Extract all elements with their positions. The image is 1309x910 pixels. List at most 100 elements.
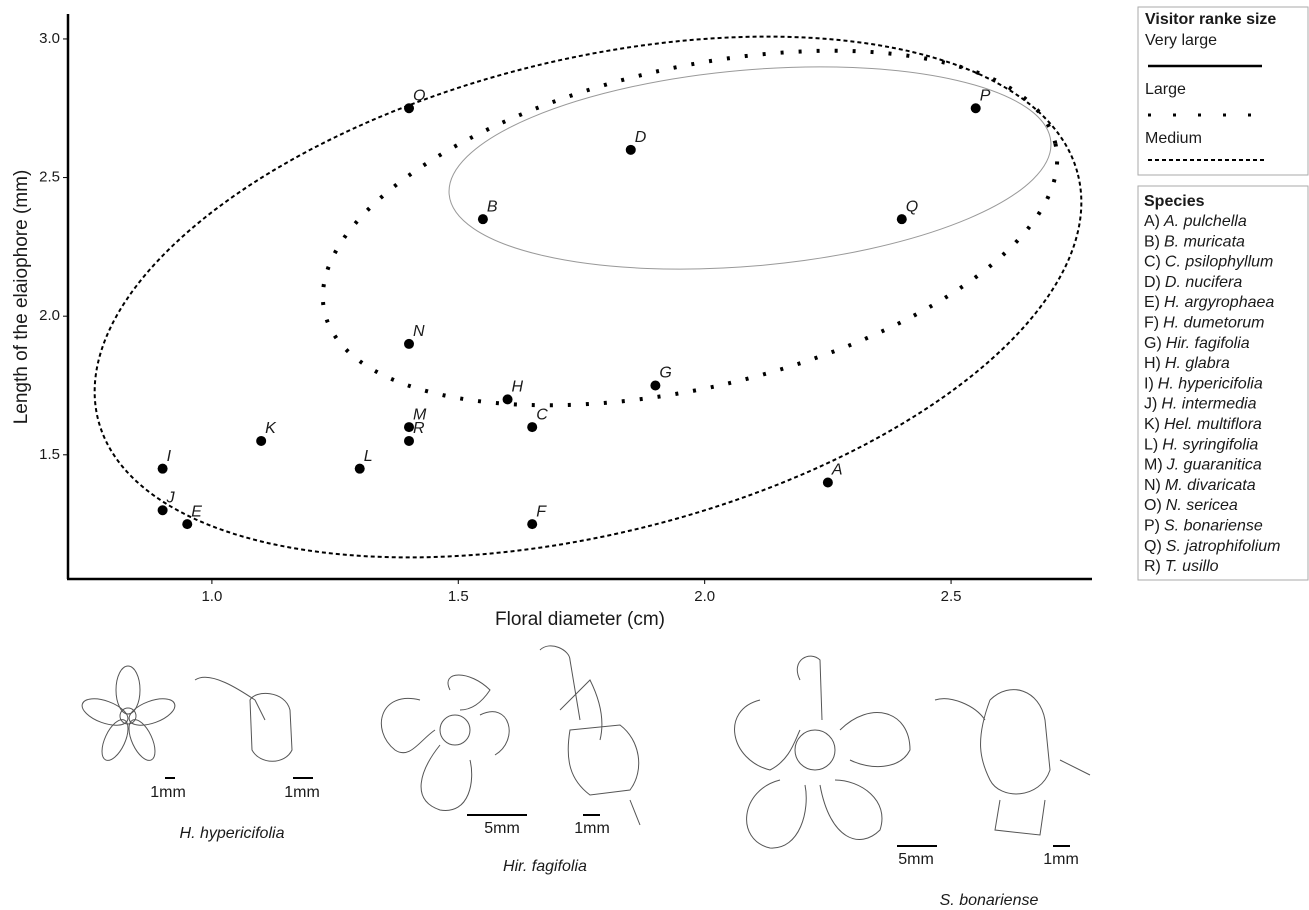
- y-tick-label: 2.0: [39, 307, 60, 324]
- species-name: H. argyrophaea: [1164, 294, 1274, 311]
- species-name: H. glabra: [1165, 355, 1230, 372]
- species-name: S. jatrophifolium: [1166, 538, 1281, 555]
- point: [158, 464, 168, 474]
- species-code: E): [1144, 294, 1160, 311]
- y-tick-label: 2.5: [39, 169, 60, 186]
- caption: H. hypericifolia: [180, 825, 285, 842]
- legend-label: Very large: [1145, 32, 1217, 49]
- legend-entry: E)H. argyrophaea: [1144, 294, 1274, 311]
- point: [404, 436, 414, 446]
- point: [404, 103, 414, 113]
- scale-label: 1mm: [150, 784, 186, 801]
- x-axis-label: Floral diameter (cm): [495, 609, 665, 630]
- legend-entry: N)M. divaricata: [1144, 477, 1256, 494]
- point-label: K: [265, 420, 277, 437]
- point: [527, 422, 537, 432]
- legend-entry: J)H. intermedia: [1144, 396, 1257, 413]
- species-code: R): [1144, 558, 1161, 575]
- x-tick-label: 2.5: [941, 588, 962, 605]
- point-label: H: [512, 379, 524, 396]
- scale-label: 5mm: [484, 820, 520, 837]
- x-tick-label: 1.0: [201, 588, 222, 605]
- point: [404, 339, 414, 349]
- legend-entry: A)A. pulchella: [1144, 213, 1247, 230]
- species-name: H. syringifolia: [1162, 437, 1258, 454]
- scale-label: 1mm: [284, 784, 320, 801]
- point: [626, 145, 636, 155]
- legend-entry: G)Hir. fagifolia: [1144, 335, 1250, 352]
- species-code: A): [1144, 213, 1160, 230]
- point-label: E: [191, 503, 202, 520]
- point-label: O: [413, 87, 425, 104]
- point: [355, 464, 365, 474]
- species-name: T. usillo: [1165, 558, 1219, 575]
- species-code: B): [1144, 234, 1160, 251]
- point-label: F: [536, 503, 547, 520]
- species-name: C. psilophyllum: [1165, 254, 1273, 271]
- point: [503, 394, 513, 404]
- species-name: M. divaricata: [1165, 477, 1256, 494]
- point-label: J: [166, 489, 176, 506]
- species-name: B. muricata: [1164, 234, 1245, 251]
- species-code: D): [1144, 274, 1161, 291]
- point: [971, 103, 981, 113]
- legend-entry: M)J. guaranitica: [1144, 457, 1262, 474]
- species-name: S. bonariense: [1164, 518, 1263, 535]
- y-axis-label: Length of the elaiophore (mm): [11, 170, 32, 425]
- point-label: C: [536, 406, 548, 423]
- point-label: N: [413, 323, 425, 340]
- legend-entry: B)B. muricata: [1144, 234, 1245, 251]
- y-tick-label: 3.0: [39, 30, 60, 47]
- species-code: P): [1144, 518, 1160, 535]
- figure: Floral diameter (cm) Length of the elaio…: [0, 0, 1309, 910]
- point-label: R: [413, 420, 425, 437]
- caption: S. bonariense: [940, 892, 1039, 909]
- x-tick-label: 1.5: [448, 588, 469, 605]
- legend-entry: O)N. sericea: [1144, 497, 1238, 514]
- point: [478, 214, 488, 224]
- species-code: L): [1144, 437, 1158, 454]
- legend-entry: D)D. nucifera: [1144, 274, 1242, 291]
- legend-label: Large: [1145, 81, 1186, 98]
- point-label: P: [980, 87, 991, 104]
- illustrations: 1mm 1mm H. hypericifolia 5mm 1mm Hir. fa…: [79, 646, 1090, 909]
- very-large-ellipse: [441, 44, 1060, 292]
- species-code: G): [1144, 335, 1162, 352]
- point-label: G: [659, 365, 671, 382]
- point-label: I: [167, 448, 172, 465]
- species-code: H): [1144, 355, 1161, 372]
- species-code: C): [1144, 254, 1161, 271]
- point-label: A: [831, 462, 843, 479]
- point: [897, 214, 907, 224]
- legend-entry: H)H. glabra: [1144, 355, 1230, 372]
- species-name: D. nucifera: [1165, 274, 1242, 291]
- y-tick-label: 1.5: [39, 446, 60, 463]
- point: [823, 478, 833, 488]
- species-name: Hir. fagifolia: [1166, 335, 1250, 352]
- species-code: K): [1144, 416, 1160, 433]
- point: [650, 380, 660, 390]
- caption: Hir. fagifolia: [503, 858, 587, 875]
- point: [182, 519, 192, 529]
- scale-label: 1mm: [574, 820, 610, 837]
- flower-drawing: [79, 646, 1090, 848]
- point-label: B: [487, 198, 498, 215]
- point: [256, 436, 266, 446]
- point-label: Q: [906, 198, 918, 215]
- legend-label: Medium: [1145, 130, 1202, 147]
- legend-entry: I)H. hypericifolia: [1144, 376, 1263, 393]
- scale-label: 1mm: [1043, 851, 1079, 868]
- species-code: Q): [1144, 538, 1162, 555]
- legend-entry: R)T. usillo: [1144, 558, 1219, 575]
- species-code: M): [1144, 457, 1163, 474]
- species-code: I): [1144, 376, 1154, 393]
- species-name: N. sericea: [1166, 497, 1238, 514]
- point: [158, 505, 168, 515]
- species-code: J): [1144, 396, 1157, 413]
- point-label: D: [635, 129, 647, 146]
- species-name: H. dumetorum: [1163, 315, 1264, 332]
- species-code: O): [1144, 497, 1162, 514]
- legend-title: Species: [1144, 193, 1205, 210]
- large-ellipse: [289, 0, 1092, 468]
- x-tick-label: 2.0: [694, 588, 715, 605]
